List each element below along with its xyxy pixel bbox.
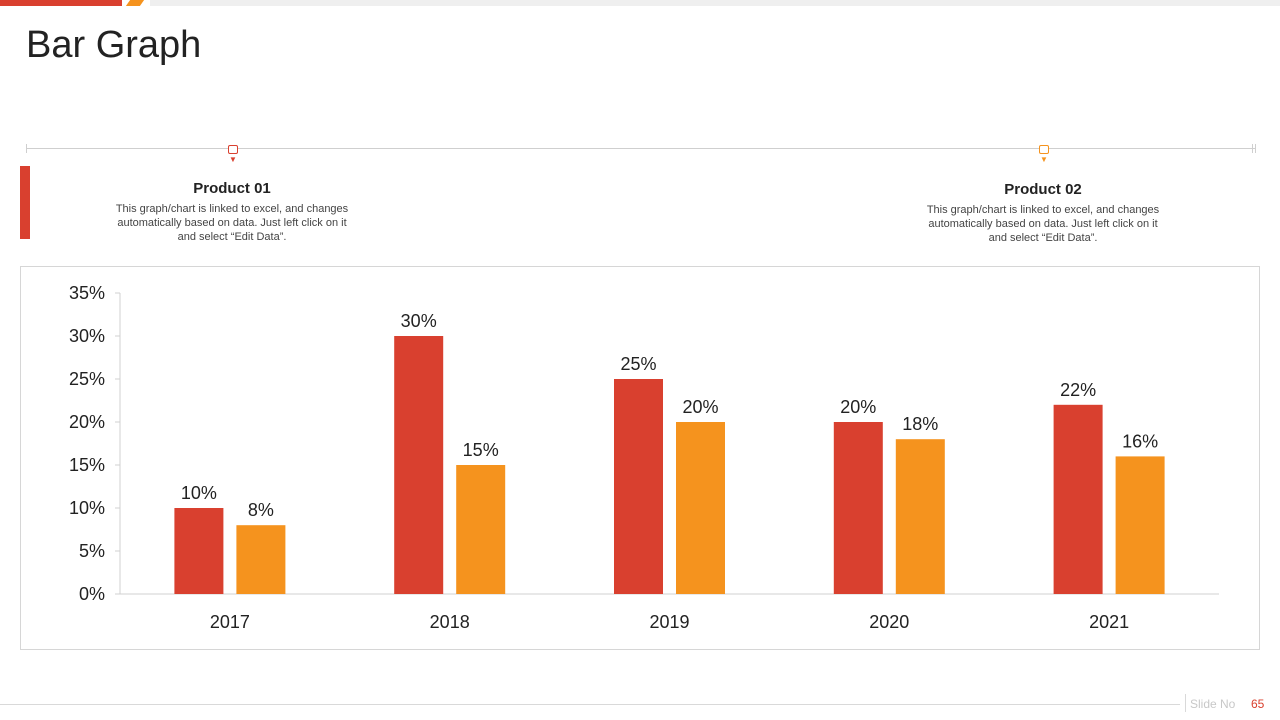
y-tick-label: 20% xyxy=(69,412,105,432)
product-01-block: Product 01 This graph/chart is linked to… xyxy=(92,180,372,244)
product-01-chevron-down-icon: ▼ xyxy=(229,155,237,164)
x-tick-label: 2017 xyxy=(210,612,250,632)
x-tick-label: 2020 xyxy=(869,612,909,632)
bar-chart: 0% 5% 10% 15% 20% 25% 30% 35% 10% 8% 2017 30% 15% 201… xyxy=(69,283,1219,632)
slide-number-label: Slide No xyxy=(1190,697,1236,711)
top-accent-orange xyxy=(125,0,145,6)
y-tick-label: 5% xyxy=(79,541,105,561)
product-02-desc-line-2: automatically based on data. Just left c… xyxy=(928,218,1158,230)
bar-series-2 xyxy=(456,465,506,594)
slide-title: Bar Graph xyxy=(26,24,202,66)
bar-series-1 xyxy=(614,379,663,594)
product-01-title: Product 01 xyxy=(193,180,271,197)
data-label: 20% xyxy=(840,397,876,417)
bar-series-2 xyxy=(1115,456,1165,594)
timeline-start-tick xyxy=(26,144,27,153)
data-label: 25% xyxy=(620,354,656,374)
y-tick-label: 30% xyxy=(69,326,105,346)
product-02-marker-icon xyxy=(1039,145,1049,154)
x-tick-label: 2021 xyxy=(1089,612,1129,632)
data-label: 16% xyxy=(1122,431,1158,451)
bar-series-1 xyxy=(174,508,224,594)
data-label: 8% xyxy=(248,500,274,520)
product-02-desc-line-1: This graph/chart is linked to excel, and… xyxy=(926,204,1160,216)
footer-separator xyxy=(1185,694,1186,712)
bar-series-1 xyxy=(833,422,883,594)
top-accent-red xyxy=(0,0,122,6)
product-02-block: Product 02 This graph/chart is linked to… xyxy=(903,181,1183,245)
footer-line xyxy=(0,704,1180,705)
data-label: 18% xyxy=(902,414,938,434)
product-02-desc-line-3: and select “Edit Data”. xyxy=(988,232,1098,244)
y-tick-label: 15% xyxy=(69,455,105,475)
bar-series-1 xyxy=(394,336,444,594)
data-label: 30% xyxy=(401,311,437,331)
product-02-description: This graph/chart is linked to excel, and… xyxy=(903,203,1183,245)
product-01-desc-line-1: This graph/chart is linked to excel, and… xyxy=(115,203,349,215)
product-01-desc-line-3: and select “Edit Data”. xyxy=(177,231,287,243)
timeline-end-tick xyxy=(1252,144,1253,153)
timeline-line xyxy=(26,148,1256,149)
x-tick-label: 2018 xyxy=(430,612,470,632)
product-01-desc-line-2: automatically based on data. Just left c… xyxy=(117,217,347,229)
data-label: 15% xyxy=(463,440,499,460)
side-accent-bar xyxy=(20,166,30,239)
x-tick-label: 2019 xyxy=(649,612,689,632)
bar-series-2 xyxy=(236,525,286,594)
data-label: 10% xyxy=(181,483,217,503)
slide-number: 65 xyxy=(1251,697,1265,711)
bar-series-2 xyxy=(895,439,945,594)
product-02-title: Product 02 xyxy=(1004,181,1082,198)
data-label: 20% xyxy=(682,397,718,417)
product-01-marker-icon xyxy=(228,145,238,154)
y-tick-label: 10% xyxy=(69,498,105,518)
product-02-chevron-down-icon: ▼ xyxy=(1040,155,1048,164)
y-tick-label: 35% xyxy=(69,283,105,303)
timeline-end-tick-2 xyxy=(1255,144,1256,153)
bar-series-2 xyxy=(676,422,725,594)
product-01-description: This graph/chart is linked to excel, and… xyxy=(92,202,372,244)
y-tick-label: 0% xyxy=(79,584,105,604)
chart-frame: 0% 5% 10% 15% 20% 25% 30% 35% 10% 8% 2017 30% 15% 201… xyxy=(20,266,1260,650)
bar-series-1 xyxy=(1053,404,1103,594)
data-label: 22% xyxy=(1060,380,1096,400)
y-tick-label: 25% xyxy=(69,369,105,389)
top-accent-gray xyxy=(150,0,1280,6)
